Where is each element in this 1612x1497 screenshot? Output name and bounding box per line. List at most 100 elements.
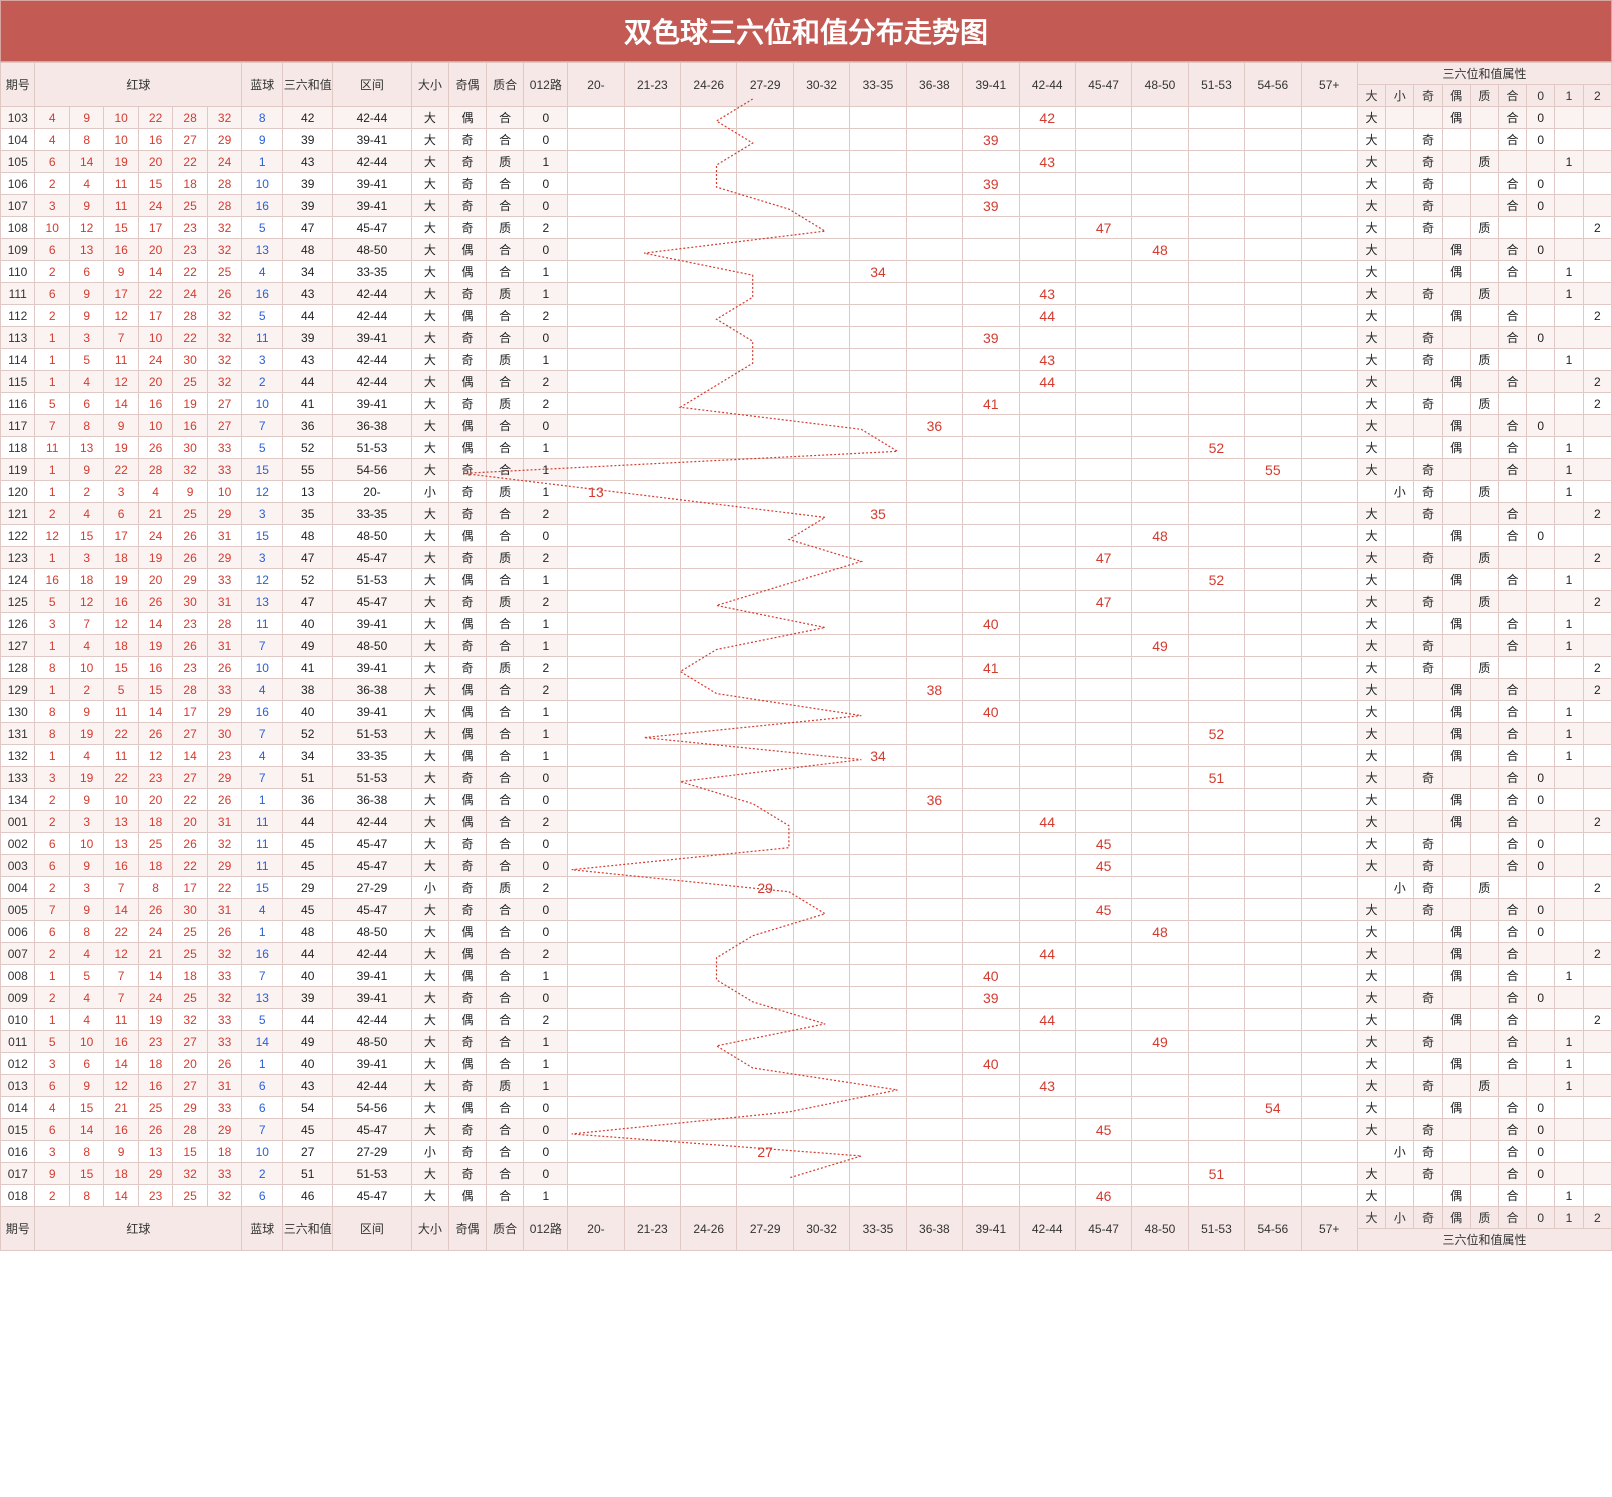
prop-cell — [1527, 591, 1555, 613]
oddeven-cell: 偶 — [449, 261, 487, 283]
red-ball: 30 — [207, 723, 242, 745]
dist-cell — [624, 547, 680, 569]
dist-cell — [1019, 569, 1075, 591]
dist-cell — [568, 921, 624, 943]
dist-cell — [568, 503, 624, 525]
red-ball: 24 — [138, 349, 172, 371]
prop-cell: 合 — [1498, 239, 1526, 261]
red-ball: 18 — [104, 635, 138, 657]
oddeven-cell: 奇 — [449, 591, 487, 613]
red-ball: 25 — [173, 987, 207, 1009]
primecomp-cell: 合 — [486, 1163, 524, 1185]
dist-cell — [906, 1075, 962, 1097]
oddeven-cell: 奇 — [449, 547, 487, 569]
period-cell: 131 — [1, 723, 35, 745]
prop-cell — [1386, 1185, 1414, 1207]
dist-cell — [793, 657, 849, 679]
dist-cell — [568, 327, 624, 349]
range-cell: 48-50 — [333, 525, 411, 547]
dist-cell — [850, 173, 906, 195]
prop-cell: 大 — [1357, 701, 1385, 723]
lu-cell: 1 — [524, 1185, 568, 1207]
dist-cell — [1301, 1031, 1357, 1053]
red-ball: 20 — [138, 239, 172, 261]
dist-cell — [1075, 349, 1131, 371]
dist-cell — [1132, 899, 1188, 921]
dist-cell: 42 — [1019, 107, 1075, 129]
header-prop-label: 奇 — [1414, 85, 1442, 107]
dist-cell — [793, 173, 849, 195]
prop-cell: 大 — [1357, 745, 1385, 767]
dist-cell — [793, 151, 849, 173]
primecomp-cell: 合 — [486, 195, 524, 217]
dist-cell — [963, 437, 1019, 459]
dist-cell — [793, 1163, 849, 1185]
prop-cell: 大 — [1357, 1053, 1385, 1075]
prop-cell — [1498, 349, 1526, 371]
dist-cell — [1188, 987, 1244, 1009]
dist-cell: 40 — [963, 965, 1019, 987]
red-ball: 32 — [207, 833, 242, 855]
dist-cell — [793, 239, 849, 261]
dist-cell — [737, 1075, 793, 1097]
prop-cell: 奇 — [1414, 503, 1442, 525]
dist-cell — [681, 789, 737, 811]
red-ball: 9 — [69, 789, 103, 811]
red-ball: 30 — [173, 437, 207, 459]
prop-cell — [1442, 657, 1470, 679]
oddeven-cell: 偶 — [449, 525, 487, 547]
dist-cell — [963, 1185, 1019, 1207]
prop-cell: 1 — [1555, 283, 1583, 305]
dist-cell — [1301, 569, 1357, 591]
red-ball: 22 — [138, 107, 172, 129]
prop-cell: 质 — [1470, 547, 1498, 569]
dist-cell — [624, 855, 680, 877]
prop-cell: 合 — [1498, 745, 1526, 767]
red-ball: 11 — [104, 701, 138, 723]
prop-cell: 质 — [1470, 151, 1498, 173]
dist-cell — [1188, 789, 1244, 811]
bigsmall-cell: 大 — [411, 107, 449, 129]
footer-oddeven: 奇偶 — [449, 1207, 487, 1251]
period-cell: 120 — [1, 481, 35, 503]
red-ball: 9 — [35, 1163, 69, 1185]
bigsmall-cell: 大 — [411, 129, 449, 151]
red-ball: 9 — [69, 855, 103, 877]
dist-cell — [963, 877, 1019, 899]
red-ball: 10 — [138, 327, 172, 349]
sum-cell: 40 — [283, 965, 333, 987]
primecomp-cell: 合 — [486, 789, 524, 811]
red-ball: 22 — [173, 327, 207, 349]
dist-cell: 44 — [1019, 1009, 1075, 1031]
dist-cell: 44 — [1019, 305, 1075, 327]
prop-cell: 偶 — [1442, 701, 1470, 723]
prop-cell — [1442, 547, 1470, 569]
dist-cell — [793, 569, 849, 591]
dist-cell — [1019, 393, 1075, 415]
sum-cell: 48 — [283, 239, 333, 261]
dist-cell — [1132, 503, 1188, 525]
dist-cell — [906, 1053, 962, 1075]
dist-cell — [681, 327, 737, 349]
red-ball: 29 — [207, 503, 242, 525]
prop-cell — [1583, 745, 1611, 767]
dist-cell — [1075, 283, 1131, 305]
prop-cell — [1414, 1009, 1442, 1031]
red-ball: 1 — [35, 349, 69, 371]
oddeven-cell: 偶 — [449, 745, 487, 767]
sum-cell: 40 — [283, 701, 333, 723]
dist-cell — [1132, 1097, 1188, 1119]
prop-cell: 奇 — [1414, 459, 1442, 481]
prop-cell: 2 — [1583, 679, 1611, 701]
dist-cell — [624, 1031, 680, 1053]
prop-cell — [1386, 371, 1414, 393]
dist-cell — [681, 1141, 737, 1163]
prop-cell — [1470, 239, 1498, 261]
lu-cell: 1 — [524, 965, 568, 987]
prop-cell: 偶 — [1442, 437, 1470, 459]
prop-cell: 大 — [1357, 921, 1385, 943]
prop-cell: 大 — [1357, 107, 1385, 129]
dist-cell — [568, 1009, 624, 1031]
dist-cell — [793, 1075, 849, 1097]
period-cell: 013 — [1, 1075, 35, 1097]
